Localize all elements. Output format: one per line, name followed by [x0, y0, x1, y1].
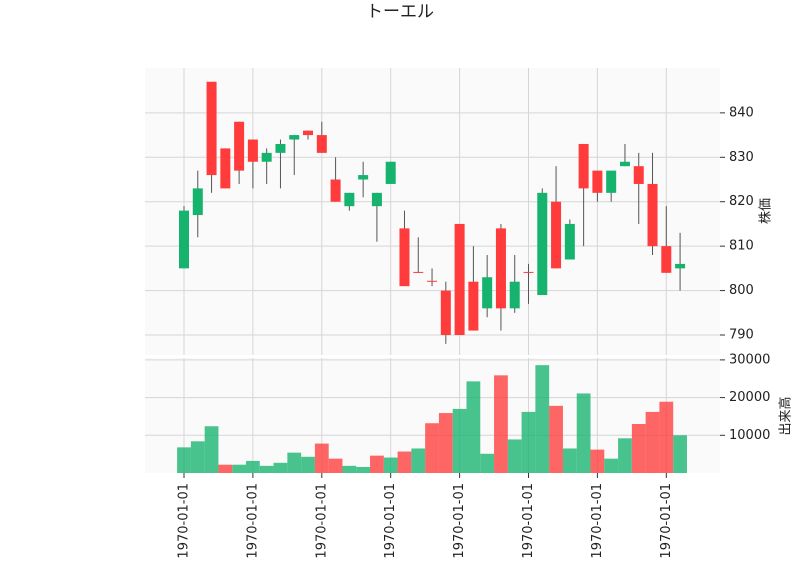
- volume-bar: [287, 452, 302, 473]
- candle-body: [206, 81, 217, 176]
- candle-body: [495, 228, 506, 309]
- volume-bar: [177, 447, 191, 473]
- volume-bar: [301, 456, 315, 473]
- candle-body: [440, 290, 451, 336]
- volume-bar: [604, 458, 619, 473]
- candle-body: [647, 183, 658, 247]
- volume-bar: [645, 411, 660, 473]
- candle-body: [275, 143, 286, 153]
- volume-axis-label: 出来高: [778, 396, 794, 435]
- y-tick-label: 840: [729, 105, 754, 120]
- y-tick-label: 810: [729, 239, 754, 254]
- candle-body: [330, 179, 341, 202]
- candle-body: [179, 210, 189, 269]
- volume-bar: [576, 393, 591, 473]
- x-tick-label: 1970-01-01: [452, 483, 467, 559]
- candle-body: [413, 271, 424, 273]
- x-tick-label: 1970-01-01: [245, 483, 260, 559]
- candle-body: [358, 175, 369, 180]
- candle-body: [606, 170, 617, 193]
- candle-body: [578, 143, 589, 189]
- candle-body: [454, 223, 465, 336]
- candle-body: [661, 246, 672, 273]
- candle-body: [592, 170, 603, 193]
- candle-body: [289, 135, 300, 140]
- chart-title: トーエル: [366, 2, 434, 22]
- volume-bar: [590, 449, 605, 473]
- volume-bar: [246, 460, 260, 473]
- volume-bar: [659, 401, 674, 473]
- candle-body: [468, 281, 479, 331]
- volume-bar: [190, 441, 205, 473]
- volume-bar: [356, 466, 371, 473]
- candle-body: [220, 148, 231, 189]
- candle-body: [564, 223, 575, 260]
- volume-bar: [204, 426, 219, 473]
- candle-body: [537, 192, 548, 296]
- volume-bar: [259, 465, 274, 473]
- candle-body: [344, 192, 355, 207]
- price-panel: [145, 68, 720, 355]
- candle-body: [234, 121, 245, 171]
- candle-body: [192, 188, 203, 216]
- volume-bar: [480, 453, 495, 473]
- candle-body: [551, 201, 562, 269]
- volume-bar: [466, 381, 481, 473]
- candle-body: [427, 280, 438, 282]
- volume-bar: [273, 462, 288, 473]
- x-tick-label: 1970-01-01: [659, 483, 674, 559]
- volume-bar: [342, 465, 357, 473]
- x-tick-label: 1970-01-01: [383, 483, 398, 559]
- candle-body: [399, 228, 410, 287]
- volume-bar: [452, 408, 467, 473]
- y-tick-label: 10000: [729, 428, 770, 443]
- volume-bar: [618, 438, 632, 473]
- volume-bar: [383, 457, 398, 473]
- y-tick-label: 30000: [729, 352, 770, 367]
- x-tick-label: 1970-01-01: [521, 483, 536, 559]
- candle-body: [316, 135, 327, 153]
- candle-body: [261, 152, 272, 162]
- volume-bar: [535, 365, 550, 473]
- volume-bar: [232, 464, 247, 473]
- volume-bar: [562, 448, 577, 473]
- x-tick-label: 1970-01-01: [314, 483, 329, 559]
- volume-bar: [425, 423, 439, 473]
- volume-bar: [370, 455, 384, 473]
- candle-body: [523, 271, 534, 273]
- volume-bar: [521, 411, 536, 473]
- candle-body: [385, 161, 396, 184]
- volume-bar: [549, 405, 563, 473]
- x-tick-label: 1970-01-01: [590, 483, 605, 559]
- candle-body: [633, 166, 644, 184]
- volume-bar: [397, 451, 412, 473]
- volume-bar: [314, 443, 329, 473]
- y-tick-label: 830: [729, 150, 754, 165]
- candle-body: [303, 130, 314, 136]
- candle-body: [247, 139, 258, 162]
- y-tick-label: 20000: [729, 390, 770, 405]
- volume-bar: [411, 448, 426, 473]
- volume-bar: [673, 435, 687, 473]
- candle-body: [509, 281, 520, 309]
- candle-body: [675, 263, 686, 269]
- x-tick-label: 1970-01-01: [177, 483, 192, 559]
- y-axis-label: 株価: [759, 198, 774, 224]
- candle-body: [619, 161, 630, 167]
- volume-bar: [328, 458, 343, 473]
- candle-body: [371, 192, 382, 207]
- y-tick-label: 790: [729, 328, 754, 343]
- y-tick-label: 820: [729, 194, 754, 209]
- y-tick-label: 800: [729, 283, 754, 298]
- volume-bar: [218, 464, 233, 473]
- volume-bar: [631, 423, 646, 473]
- volume-bar: [507, 439, 522, 473]
- volume-bar: [494, 375, 508, 473]
- volume-bar: [438, 413, 453, 473]
- candle-body: [482, 277, 493, 309]
